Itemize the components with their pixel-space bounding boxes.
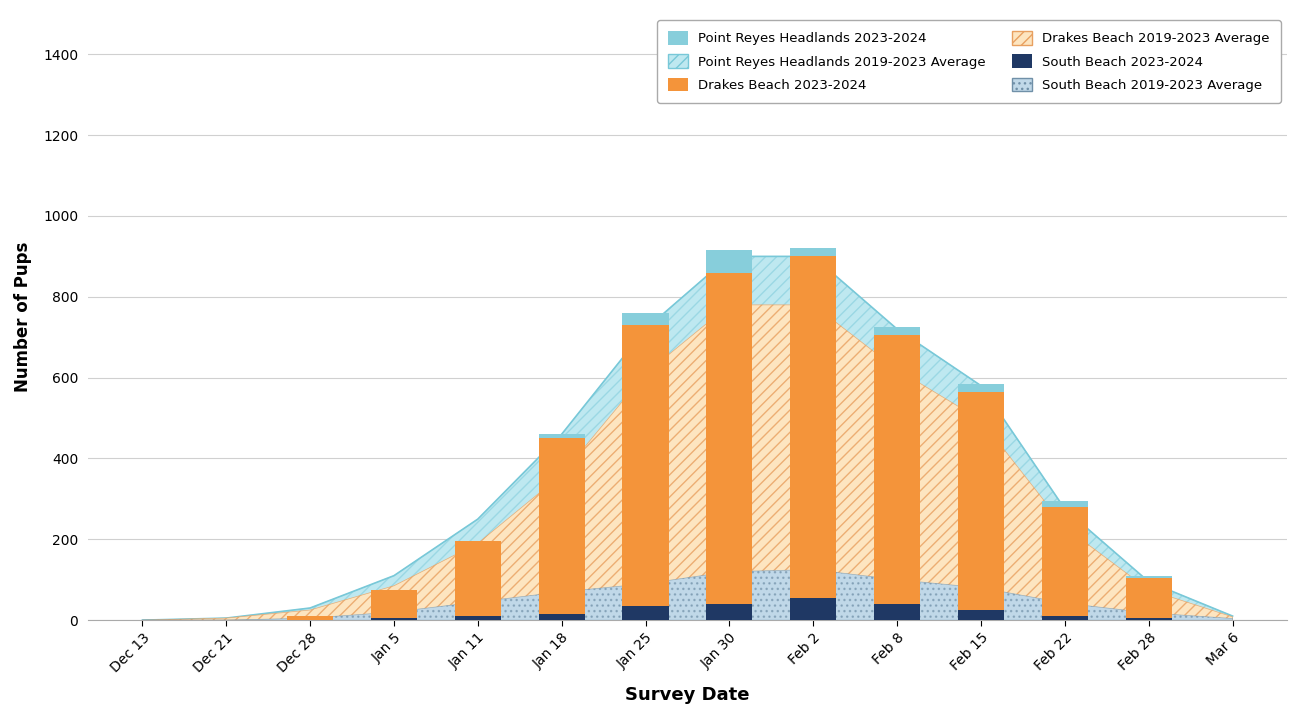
Bar	[539, 434, 584, 438]
Bar	[706, 604, 752, 620]
Bar	[455, 616, 501, 620]
Bar	[371, 618, 418, 620]
Bar	[790, 598, 837, 620]
Bar	[874, 604, 920, 620]
Bar	[371, 589, 418, 618]
Bar	[958, 610, 1004, 620]
Bar	[1125, 618, 1172, 620]
Bar	[874, 327, 920, 335]
Bar	[1042, 501, 1088, 507]
Bar	[455, 541, 501, 616]
Bar	[1042, 507, 1088, 616]
Bar	[539, 438, 584, 614]
Bar	[958, 383, 1004, 392]
Bar	[1042, 616, 1088, 620]
Bar	[958, 392, 1004, 610]
Bar	[622, 313, 669, 325]
Bar	[288, 616, 333, 620]
Bar	[622, 325, 669, 606]
Bar	[622, 606, 669, 620]
Bar	[706, 273, 752, 604]
Bar	[1125, 578, 1172, 618]
Bar	[539, 614, 584, 620]
Bar	[706, 251, 752, 273]
Bar	[874, 335, 920, 604]
Bar	[790, 256, 837, 598]
Legend: Point Reyes Headlands 2023-2024, Point Reyes Headlands 2019-2023 Average, Drakes: Point Reyes Headlands 2023-2024, Point R…	[657, 21, 1280, 103]
Bar	[1125, 576, 1172, 578]
Y-axis label: Number of Pups: Number of Pups	[14, 242, 33, 392]
Bar	[790, 248, 837, 256]
X-axis label: Survey Date: Survey Date	[626, 686, 749, 704]
